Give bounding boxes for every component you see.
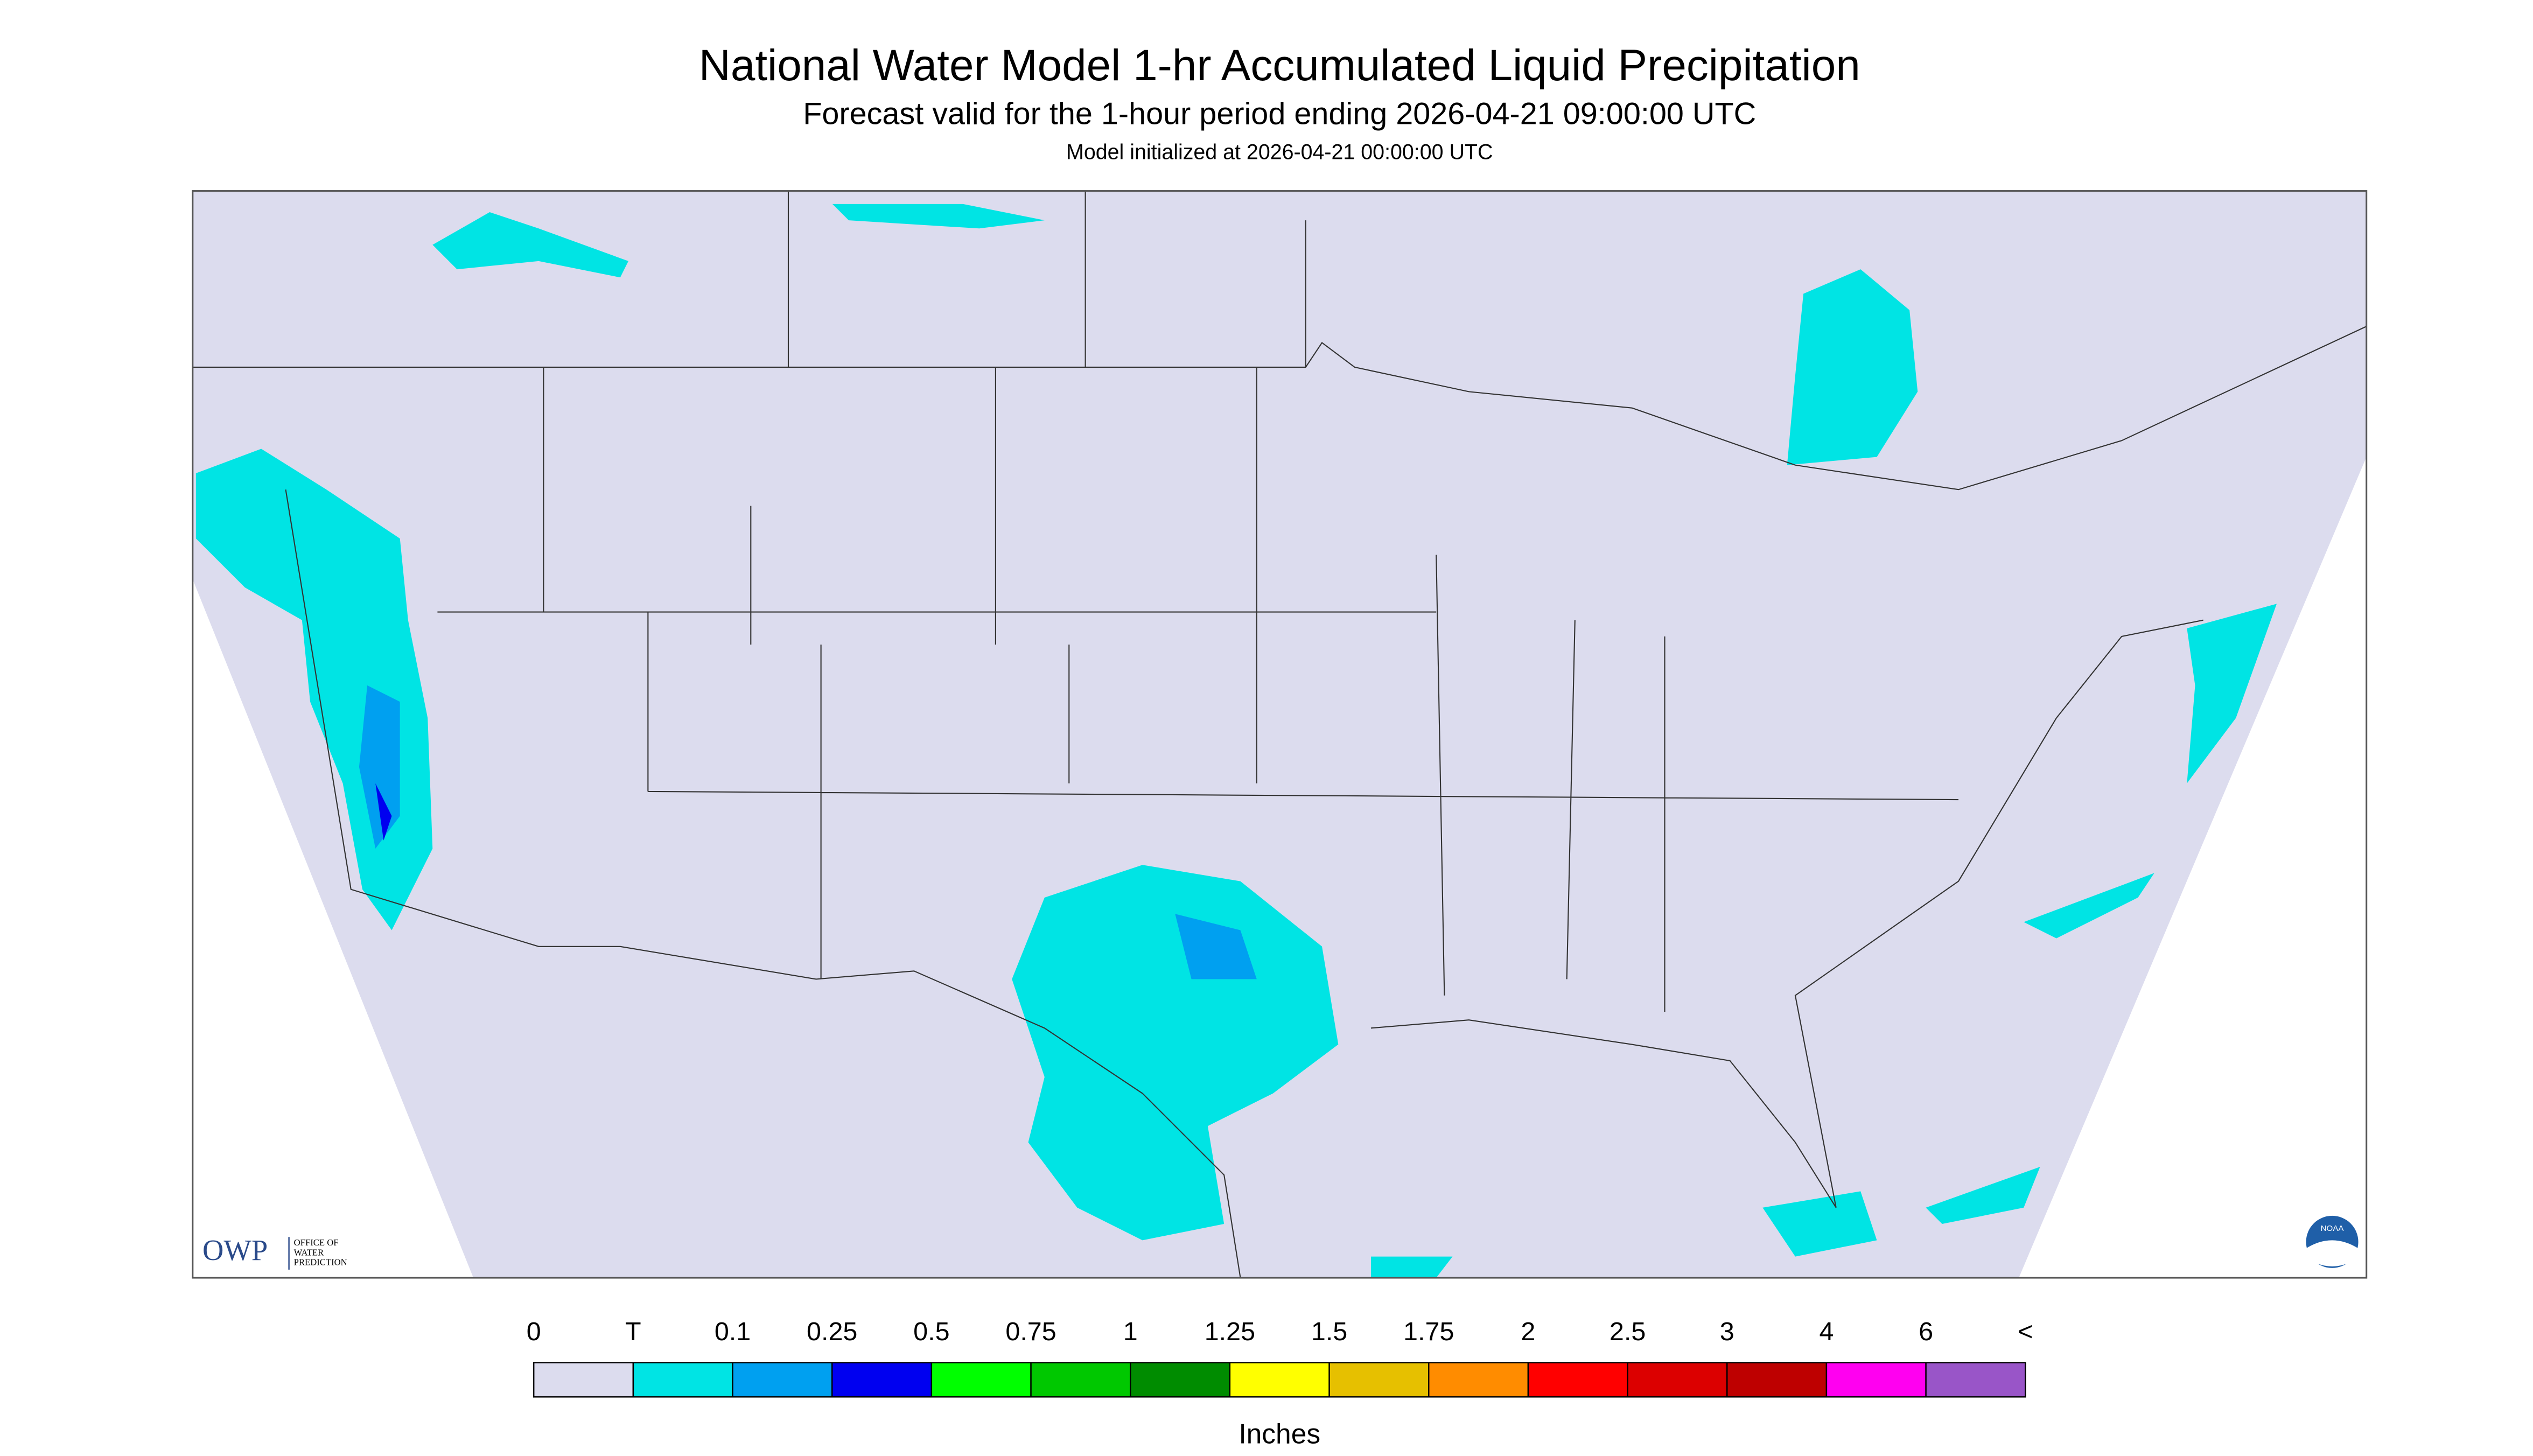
legend-swatch: [1627, 1362, 1728, 1398]
precip-heavy: [375, 783, 392, 841]
legend-label: 4: [1819, 1317, 1834, 1346]
legend-swatch: [1825, 1362, 1927, 1398]
precip-areas: [195, 204, 2277, 1278]
legend-swatch: [1925, 1362, 2026, 1398]
legend-swatch: [1229, 1362, 1330, 1398]
legend-label: T: [625, 1317, 641, 1346]
legend-label: 0: [527, 1317, 541, 1346]
map-frame: [192, 190, 2368, 1279]
legend-label: 1.75: [1403, 1317, 1454, 1346]
out-of-domain: [2019, 457, 2367, 1278]
legend-swatch: [1428, 1362, 1529, 1398]
legend-swatch: [1328, 1362, 1430, 1398]
legend-label: 0.25: [807, 1317, 857, 1346]
init-note: Model initialized at 2026-04-21 00:00:00…: [1066, 140, 1493, 164]
precip-moderate: [359, 685, 1257, 979]
legend-label: 1: [1123, 1317, 1138, 1346]
logo-line: PREDICTION: [294, 1257, 347, 1268]
legend-label: 0.5: [913, 1317, 949, 1346]
legend-label: 1.5: [1311, 1317, 1347, 1346]
badge-wave: [2306, 1240, 2359, 1266]
legend-unit: Inches: [1238, 1418, 1320, 1450]
legend-label: 2.5: [1610, 1317, 1646, 1346]
legend-swatch: [732, 1362, 833, 1398]
map-background: [192, 191, 2367, 1278]
badge-text: NOAA: [2321, 1224, 2345, 1233]
legend-swatch: [1130, 1362, 1231, 1398]
legend-swatch: [831, 1362, 933, 1398]
legend-swatch: [533, 1362, 634, 1398]
subtitle: Forecast valid for the 1-hour period end…: [803, 96, 1756, 131]
legend-label: 0.1: [715, 1317, 751, 1346]
legend-label: <: [2018, 1317, 2033, 1346]
legend-label: 6: [1919, 1317, 1933, 1346]
legend-label: 1.25: [1205, 1317, 1255, 1346]
owp-logo: OWP OFFICE OF WATER PREDICTION: [202, 1234, 347, 1270]
legend: 0 T 0.1 0.25 0.5 0.75 1 1.25 1.5 1.75 2 2.5 3 4 6 <: [527, 1317, 2033, 1398]
legend-swatch: [930, 1362, 1032, 1398]
logo-abbr: OWP: [202, 1234, 268, 1266]
noaa-badge: NOAA: [2306, 1215, 2359, 1268]
legend-swatch: [1527, 1362, 1628, 1398]
logo-line: WATER: [294, 1247, 324, 1257]
legend-label: 0.75: [1005, 1317, 1056, 1346]
legend-swatch: [1726, 1362, 1828, 1398]
map: OWP OFFICE OF WATER PREDICTION NOAA: [192, 190, 2368, 1279]
borders: [192, 191, 2367, 1278]
logo-line: OFFICE OF: [294, 1237, 339, 1248]
title: National Water Model 1-hr Accumulated Li…: [699, 41, 1860, 90]
legend-label: 3: [1720, 1317, 1734, 1346]
legend-swatch: [1030, 1362, 1131, 1398]
legend-swatch: [632, 1362, 733, 1398]
legend-label: 2: [1521, 1317, 1535, 1346]
